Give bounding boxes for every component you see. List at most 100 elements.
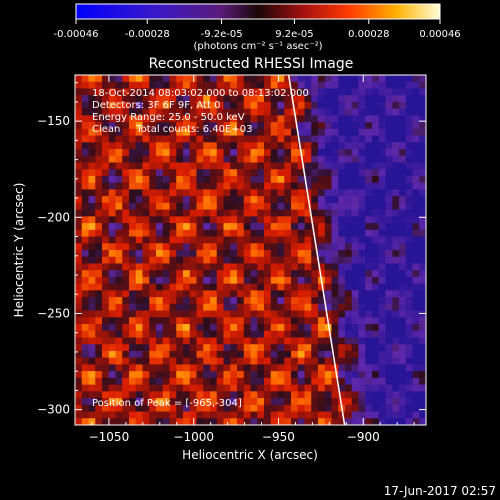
heatmap-cell <box>297 135 305 143</box>
heatmap-cell <box>183 209 191 217</box>
heatmap-cell <box>189 81 197 89</box>
heatmap-cell <box>304 142 312 150</box>
heatmap-cell <box>81 371 89 379</box>
heatmap-cell <box>372 344 380 352</box>
heatmap-cell <box>237 202 245 211</box>
heatmap-cell <box>318 270 326 278</box>
heatmap-cell <box>223 330 231 338</box>
heatmap-cell <box>358 243 366 251</box>
heatmap-cell <box>270 209 278 217</box>
heatmap-cell <box>88 337 96 345</box>
heatmap-cell <box>115 404 123 412</box>
heatmap-cell <box>129 418 137 425</box>
heatmap-cell <box>88 263 96 271</box>
heatmap-cell <box>203 263 211 271</box>
heatmap-cell <box>88 384 96 392</box>
heatmap-cell <box>365 209 373 217</box>
heatmap-cell <box>338 418 346 425</box>
heatmap-cell <box>412 75 420 83</box>
heatmap-cell <box>318 290 326 298</box>
heatmap-cell <box>88 162 96 170</box>
heatmap-cell <box>176 297 184 305</box>
heatmap-cell <box>81 162 89 170</box>
heatmap-cell <box>365 81 373 89</box>
heatmap-cell <box>351 310 359 318</box>
heatmap-cell <box>223 398 231 406</box>
heatmap-cell <box>129 142 137 150</box>
heatmap-cell <box>250 128 258 136</box>
heatmap-cell <box>372 216 380 224</box>
heatmap-cell <box>75 391 83 399</box>
heatmap-cell <box>108 101 116 110</box>
heatmap-cell <box>203 364 211 372</box>
heatmap-cell <box>399 350 407 359</box>
heatmap-cell <box>135 189 143 197</box>
heatmap-cell <box>176 263 184 271</box>
heatmap-cell <box>230 297 238 305</box>
heatmap-cell <box>385 196 393 204</box>
heatmap-cell <box>162 337 170 345</box>
heatmap-cell <box>102 196 110 204</box>
heatmap-cell <box>102 229 110 237</box>
heatmap-cell <box>230 95 238 103</box>
heatmap-cell <box>291 344 299 352</box>
heatmap-cell <box>270 357 278 365</box>
heatmap-cell <box>385 236 393 244</box>
heatmap-cell <box>250 155 258 163</box>
heatmap-cell <box>297 162 305 170</box>
heatmap-cell <box>162 303 170 311</box>
heatmap-cell <box>351 256 359 264</box>
heatmap-cell <box>311 202 319 211</box>
heatmap-cell <box>405 317 413 325</box>
heatmap-cell <box>216 404 224 412</box>
heatmap-cell <box>243 350 251 359</box>
heatmap-cell <box>149 350 157 359</box>
heatmap-cell <box>176 175 184 184</box>
colorbar-unit-label: (photons cm⁻² s⁻¹ asec⁻²) <box>193 41 322 52</box>
heatmap-cell <box>189 371 197 379</box>
heatmap-cell <box>304 202 312 211</box>
heatmap-cell <box>284 303 292 311</box>
heatmap-cell <box>169 115 177 123</box>
heatmap-cell <box>196 324 204 332</box>
heatmap-cell <box>385 229 393 237</box>
heatmap-cell <box>372 223 380 231</box>
heatmap-cell <box>378 122 386 130</box>
heatmap-cell <box>372 95 380 103</box>
heatmap-cell <box>162 149 170 157</box>
heatmap-cell <box>291 303 299 311</box>
heatmap-cell <box>270 135 278 143</box>
heatmap-cell <box>75 101 83 110</box>
heatmap-cell <box>156 175 164 184</box>
heatmap-cell <box>412 357 420 365</box>
heatmap-cell <box>135 398 143 406</box>
heatmap-cell <box>176 81 184 89</box>
heatmap-cell <box>250 243 258 251</box>
heatmap-cell <box>196 290 204 298</box>
heatmap-cell <box>115 81 123 89</box>
heatmap-cell <box>264 209 272 217</box>
heatmap-cell <box>365 276 373 285</box>
heatmap-cell <box>270 324 278 332</box>
heatmap-cell <box>351 122 359 130</box>
heatmap-cell <box>405 377 413 386</box>
heatmap-cell <box>264 155 272 163</box>
heatmap-cell <box>291 263 299 271</box>
heatmap-cell <box>304 357 312 365</box>
x-axis-ticks: −1050 −1000 −950 −900 <box>89 75 415 444</box>
heatmap-cell <box>189 357 197 365</box>
heatmap-cell <box>169 330 177 338</box>
heatmap-cell <box>122 189 130 197</box>
heatmap-cell <box>162 122 170 130</box>
heatmap-cell <box>318 128 326 136</box>
heatmap-cell <box>230 270 238 278</box>
heatmap-cell <box>345 411 353 419</box>
heatmap-cell <box>250 95 258 103</box>
heatmap-cell <box>250 122 258 130</box>
heatmap-cell <box>331 182 339 190</box>
heatmap-cell <box>203 310 211 318</box>
heatmap-cell <box>385 223 393 231</box>
heatmap-cell <box>210 149 218 157</box>
heatmap-cell <box>372 276 380 285</box>
heatmap-cell <box>250 384 258 392</box>
